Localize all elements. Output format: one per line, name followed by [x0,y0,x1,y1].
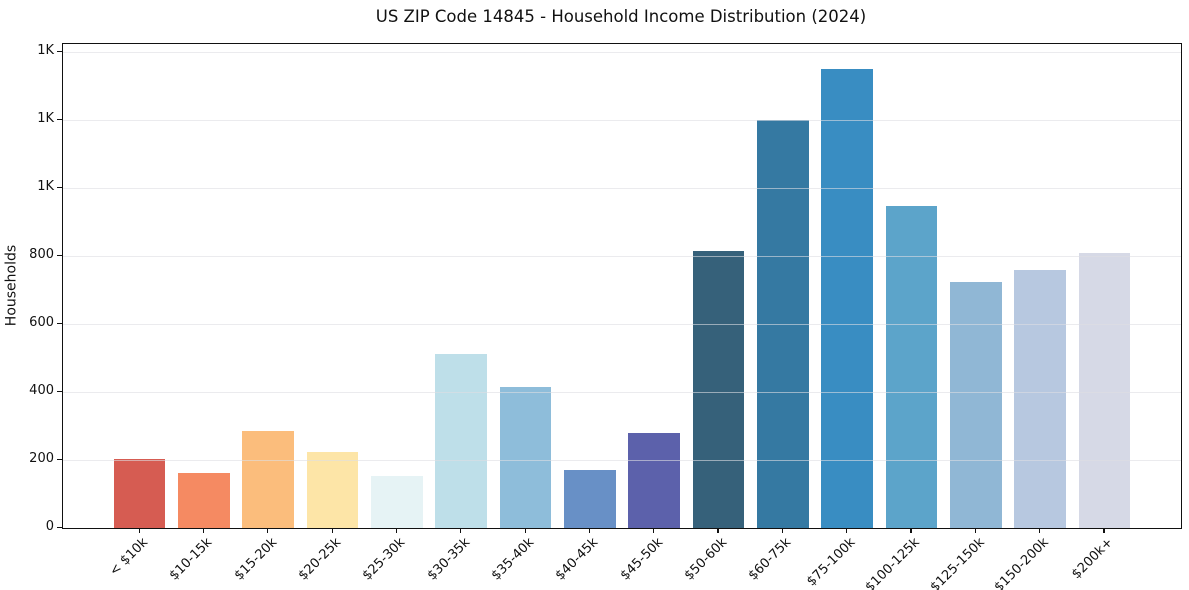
x-tick-label: $45-50k [617,535,666,584]
y-tick-mark [57,119,62,121]
x-tick-mark [910,528,912,533]
x-tick-mark [717,528,719,533]
y-tick-mark [57,527,62,529]
x-tick-mark [588,528,591,533]
bar [821,68,873,528]
x-tick-label: $25-30k [359,535,409,584]
bar [178,472,230,528]
x-tick-mark [331,528,333,533]
y-tick-label: 0 [45,519,54,534]
x-tick-mark [524,528,526,533]
y-tick-label: 400 [29,383,54,399]
gridline [63,120,1181,122]
x-tick-mark [653,528,655,533]
x-tick-label: $125-150k [927,535,988,590]
bar [885,206,938,528]
plot-area [62,43,1182,529]
bar [1078,253,1131,528]
x-tick-label: $10-15k [167,535,216,584]
bar [113,459,166,528]
y-tick-label: 200 [29,451,54,467]
y-tick-mark [57,459,62,461]
gridline [63,324,1181,326]
x-tick-label: $30-35k [424,535,473,584]
x-tick-mark [138,528,140,533]
x-tick-label: $50-60k [681,535,731,584]
x-tick-label: < $10k [107,535,152,580]
y-tick-label: 600 [29,315,54,331]
bar [564,469,616,528]
y-tick-label: 800 [29,247,54,263]
x-tick-mark [460,528,462,533]
y-tick-label: 1K [37,111,54,127]
gridline [63,460,1181,462]
x-tick-label: $100-125k [862,535,924,590]
chart-title: US ZIP Code 14845 - Household Income Dis… [375,7,867,26]
x-tick-mark [202,528,205,533]
bar [242,430,294,528]
bar [371,476,423,528]
bar [1014,270,1066,528]
gridline [63,188,1181,190]
x-tick-label: $60-75k [745,535,795,584]
x-tick-mark [846,528,848,533]
y-tick-mark [57,187,62,189]
x-tick-label: $15-20k [231,535,280,584]
x-tick-mark [267,528,269,533]
x-tick-label: $40-45k [552,535,602,584]
x-tick-label: $20-25k [295,535,345,584]
x-tick-label: $35-40k [488,535,538,584]
gridline [63,256,1181,258]
x-tick-mark [1039,528,1041,533]
bar [692,251,745,528]
x-tick-label: $200k+ [1069,535,1117,583]
y-tick-mark [57,51,62,53]
gridline [63,52,1181,54]
bar [435,354,487,528]
y-tick-label: 1K [37,43,54,59]
x-tick-mark [395,528,398,533]
bar [306,451,359,528]
bar [950,281,1002,528]
x-tick-label: $75-100k [804,535,859,590]
y-tick-mark [57,323,62,325]
x-tick-mark [974,528,976,533]
y-tick-label: 1K [37,179,54,195]
x-tick-label: $150-200k [991,535,1052,590]
x-tick-mark [781,528,783,533]
y-tick-mark [57,391,62,393]
bar [628,432,680,528]
gridline [63,392,1181,394]
y-tick-mark [57,255,62,257]
x-tick-mark [1103,528,1105,533]
bar [499,386,552,528]
